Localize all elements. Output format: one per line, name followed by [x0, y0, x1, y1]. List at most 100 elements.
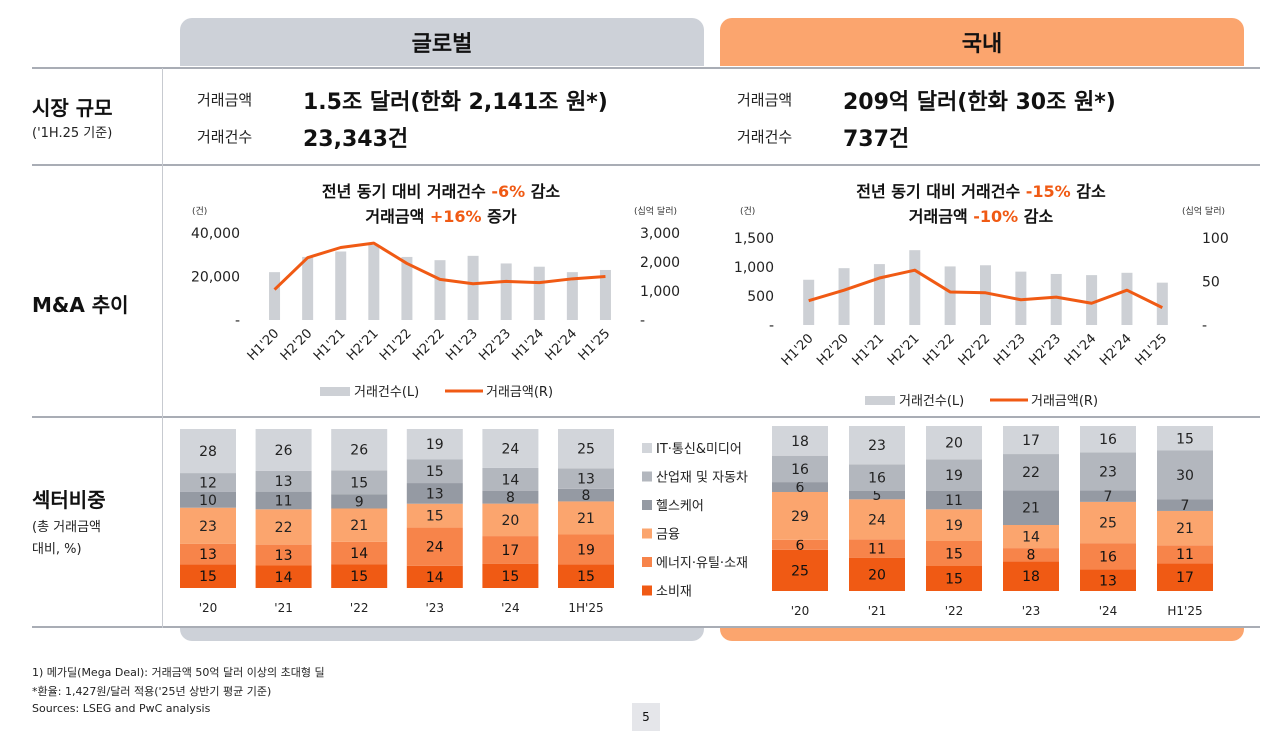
- domestic-sector-segment-label: 14: [1022, 530, 1040, 546]
- table-line-top: [32, 67, 1260, 69]
- global-sector-segment: [331, 564, 388, 588]
- global-sector-segment-label: 20: [501, 513, 519, 529]
- domestic-trend-unit-right: (십억 달러): [1182, 205, 1225, 217]
- global-trend-unit-left: (건): [192, 206, 207, 217]
- sector-legend-swatch: [642, 557, 652, 567]
- domestic-trend-left-tick: -: [769, 318, 774, 334]
- global-sector-category-label: '24: [501, 601, 520, 615]
- sector-legend-label: 에너지·유틸·소재: [656, 556, 748, 571]
- global-amount-label: 거래금액: [197, 91, 253, 109]
- global-sector-segment-label: 15: [199, 569, 217, 585]
- global-sector-segment: [482, 503, 539, 537]
- global-trend-category-label: H1'22: [377, 326, 415, 364]
- domestic-trend-bar: [873, 264, 885, 325]
- domestic-amount-value: 209억 달러(한화 30조 원*): [843, 90, 1116, 115]
- domestic-trend-bar: [838, 268, 850, 325]
- label-column-divider: [162, 68, 163, 628]
- global-sector-segment: [406, 527, 463, 566]
- global-sector-segment-label: 15: [350, 569, 368, 585]
- global-header: 글로벌: [180, 18, 704, 66]
- row-label-ma-trend: M&A 추이: [32, 293, 129, 317]
- global-sector-segment-label: 15: [350, 475, 368, 491]
- global-trend-bar: [599, 269, 611, 320]
- global-sector-segment: [558, 468, 614, 489]
- domestic-sector-segment: [926, 491, 982, 510]
- domestic-sector-segment: [1157, 510, 1213, 546]
- domestic-count-value: 737건: [843, 127, 910, 152]
- domestic-sector-segment: [772, 492, 828, 540]
- domestic-sector-segment-label: 24: [868, 512, 886, 528]
- sector-legend-swatch: [642, 500, 652, 510]
- global-sector-segment-label: 8: [506, 490, 515, 506]
- domestic-sector-segment-label: 15: [945, 547, 963, 563]
- global-trend-legend-label-line: 거래금액(R): [486, 385, 553, 400]
- domestic-trend-left-tick: 1,500: [734, 231, 774, 247]
- domestic-sector-segment-label: 22: [1022, 465, 1040, 481]
- global-sector-segment: [558, 501, 614, 535]
- global-sector-segment: [558, 534, 614, 565]
- domestic-header-label: 국내: [961, 32, 1003, 57]
- domestic-trend-title-part: 거래금액: [909, 207, 973, 226]
- global-sector-segment: [255, 544, 312, 566]
- domestic-sector-segment-label: 11: [1176, 547, 1194, 563]
- domestic-sector-segment: [1157, 563, 1213, 591]
- global-trend-bar: [434, 260, 446, 320]
- global-trend-bar: [335, 251, 347, 320]
- global-sector-segment: [255, 429, 312, 471]
- domestic-sector-segment-label: 19: [945, 468, 963, 484]
- domestic-trend-right-tick: 50: [1202, 275, 1220, 291]
- footnote-3: Sources: LSEG and PwC analysis: [32, 702, 211, 715]
- domestic-sector-segment-label: 6: [796, 538, 805, 554]
- domestic-sector-segment-label: 19: [945, 518, 963, 534]
- global-sector-segment-label: 14: [275, 570, 293, 586]
- global-sector-segment: [482, 563, 539, 588]
- domestic-trend-category-label: H1'24: [1062, 331, 1100, 369]
- global-trend-right-tick: 1,000: [640, 284, 680, 300]
- sector-legend-swatch: [642, 471, 652, 482]
- domestic-sector-segment: [1157, 499, 1213, 511]
- domestic-sector-category-label: '23: [1022, 604, 1041, 618]
- domestic-sector-segment-label: 11: [868, 542, 886, 558]
- domestic-sector-segment-label: 21: [1022, 501, 1040, 517]
- global-sector-segment-label: 17: [501, 543, 519, 559]
- global-sector-segment-label: 13: [426, 486, 444, 502]
- domestic-sector-segment-label: 20: [868, 567, 886, 583]
- domestic-trend-bar: [1156, 282, 1168, 325]
- domestic-trend-bar: [1050, 273, 1062, 325]
- domestic-sector-segment: [849, 464, 905, 491]
- global-sector-segment: [482, 429, 539, 468]
- domestic-sector-segment-label: 7: [1181, 498, 1190, 514]
- domestic-sector-segment-label: 13: [1099, 573, 1117, 589]
- global-trend-title-part: 증가: [482, 207, 517, 226]
- global-sector-segment: [406, 565, 463, 588]
- domestic-sector-segment: [926, 541, 982, 566]
- domestic-trend-title-line-1: 전년 동기 대비 거래건수 -15% 감소: [856, 182, 1106, 201]
- domestic-sector-segment-label: 18: [1022, 569, 1040, 585]
- sector-legend-label: 산업재 및 자동차: [656, 471, 748, 486]
- global-sector-segment: [331, 470, 388, 495]
- domestic-sector-segment: [1080, 569, 1136, 591]
- global-sector-segment-label: 14: [501, 472, 519, 488]
- domestic-trend-title-line-2: 거래금액 -10% 감소: [909, 207, 1054, 226]
- global-trend-category-label: H2'24: [543, 326, 581, 364]
- domestic-sector-segment-label: 16: [1099, 432, 1117, 448]
- global-sector-segment-label: 9: [355, 494, 364, 510]
- domestic-sector-segment-label: 23: [868, 438, 886, 454]
- global-trend-category-label: H1'23: [443, 326, 481, 364]
- domestic-sector-segment: [849, 426, 905, 465]
- sector-legend-label: IT·통신&미디어: [656, 442, 742, 457]
- domestic-trend-title-part: -10%: [973, 207, 1018, 226]
- domestic-trend-left-tick: 1,000: [734, 260, 774, 276]
- domestic-trend-legend-label-bars: 거래건수(L): [899, 394, 964, 409]
- global-count-label: 거래건수: [197, 128, 253, 146]
- global-trend-category-label: H2'22: [410, 326, 448, 364]
- domestic-trend-category-label: H2'24: [1097, 331, 1135, 369]
- domestic-sector-category-label: H1'25: [1167, 604, 1202, 618]
- global-sector-segment: [558, 564, 614, 588]
- domestic-header: 국내: [720, 18, 1244, 66]
- global-trend-line: [273, 241, 606, 291]
- domestic-sector-segment: [849, 491, 905, 500]
- global-sector-segment: [406, 429, 463, 460]
- domestic-sector-segment: [926, 566, 982, 591]
- domestic-sector-segment: [1003, 525, 1059, 549]
